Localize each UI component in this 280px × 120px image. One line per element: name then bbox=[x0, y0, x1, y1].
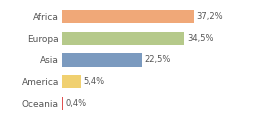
Bar bbox=[62, 97, 63, 110]
Text: 37,2%: 37,2% bbox=[197, 12, 223, 21]
Text: 5,4%: 5,4% bbox=[84, 77, 105, 86]
Text: 22,5%: 22,5% bbox=[144, 55, 171, 64]
Bar bbox=[62, 10, 194, 23]
Bar bbox=[62, 53, 142, 67]
Text: 0,4%: 0,4% bbox=[66, 99, 87, 108]
Bar bbox=[62, 32, 184, 45]
Text: 34,5%: 34,5% bbox=[187, 34, 214, 43]
Bar bbox=[62, 75, 81, 88]
